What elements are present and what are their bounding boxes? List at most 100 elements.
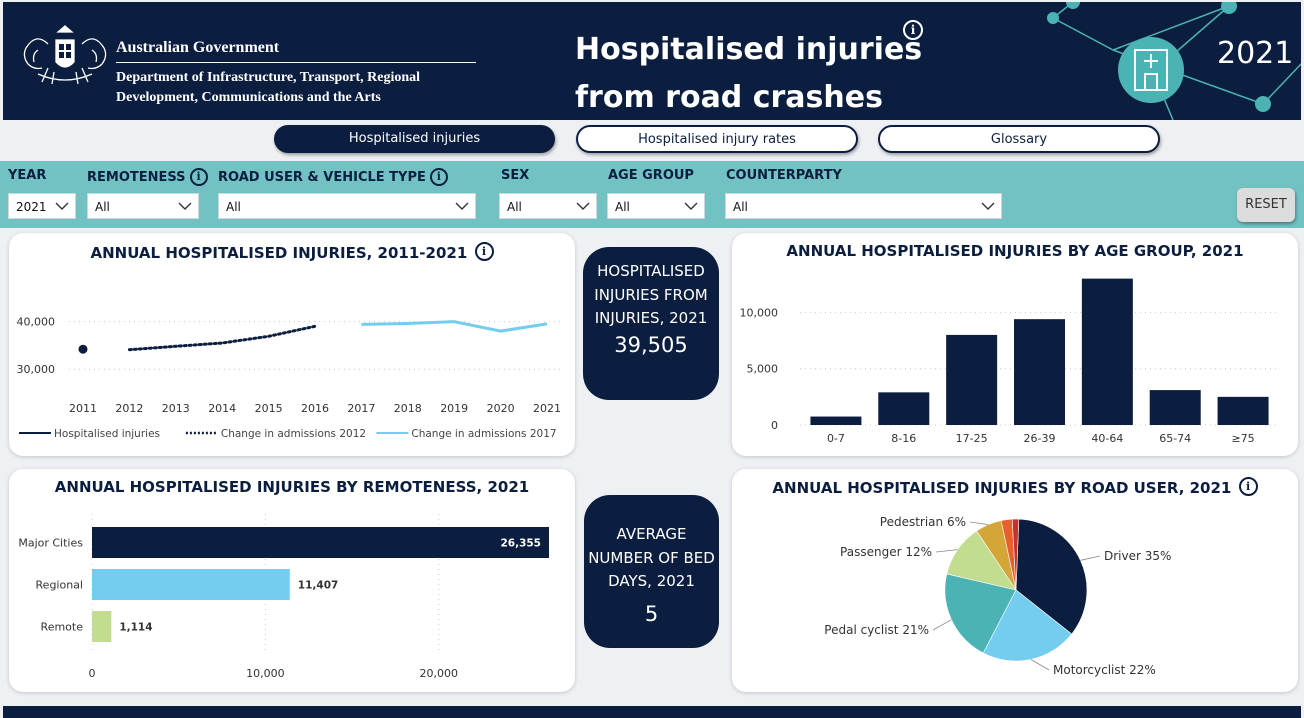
- pie-slice-driver: [1015, 518, 1088, 635]
- age-group-bar-chart-card: ANNUAL HOSPITALISED INJURIES BY AGE GROU…: [732, 233, 1298, 456]
- info-icon[interactable]: i: [429, 168, 448, 186]
- y-tick-label: 10,000: [740, 306, 779, 319]
- header-divider: [116, 62, 476, 63]
- age-group-select-value: All: [615, 200, 630, 214]
- chevron-down-icon: [55, 202, 69, 210]
- road-user-filter-label: ROAD USER & VEHICLE TYPE i: [218, 168, 448, 186]
- bar-major-cities: [92, 527, 549, 558]
- leader-line: [932, 619, 952, 631]
- year-select-value: 2021: [16, 200, 47, 214]
- x-tick-label: 20,000: [420, 667, 459, 680]
- leader-line: [935, 549, 958, 553]
- y-category-label: Regional: [36, 579, 83, 592]
- chevron-down-icon: [455, 202, 469, 210]
- kpi-average-bed-days: AVERAGE NUMBER OF BED DAYS, 2021 5: [584, 495, 719, 648]
- x-tick-label: 2019: [440, 402, 468, 415]
- slice-label: Pedestrian 6%: [880, 515, 966, 529]
- y-tick-label: 40,000: [17, 316, 56, 329]
- x-tick-label: 17-25: [956, 432, 988, 445]
- tab-hospitalised-injuries[interactable]: Hospitalised injuries: [274, 125, 555, 153]
- line-chart-title-row: ANNUAL HOSPITALISED INJURIES, 2011-2021 …: [9, 242, 575, 262]
- x-tick-label: 2017: [347, 402, 375, 415]
- x-tick-label: 2011: [69, 402, 97, 415]
- bar-0-7: [810, 416, 862, 425]
- sex-select[interactable]: All: [499, 193, 597, 219]
- pie-slice-motorcyclist: [982, 589, 1073, 662]
- kpi-bed-days-value: 5: [644, 601, 659, 626]
- remoteness-filter-label-text: REMOTENESS: [87, 170, 186, 185]
- tab-glossary[interactable]: Glossary: [878, 125, 1160, 153]
- government-name: Australian Government: [116, 39, 280, 56]
- leader-line: [1030, 659, 1050, 671]
- series-line: [361, 320, 548, 333]
- bar-40-64: [1081, 278, 1133, 425]
- x-tick-label: 40-64: [1091, 432, 1123, 445]
- remoteness-select[interactable]: All: [87, 193, 199, 219]
- bar-remote: [92, 611, 112, 642]
- slice-label: Driver 35%: [1104, 549, 1171, 563]
- slice-label: Motorcyclist 22%: [1053, 663, 1156, 677]
- header-banner: Australian Government Department of Infr…: [3, 2, 1301, 120]
- chevron-down-icon: [981, 202, 995, 210]
- counterparty-filter-label: COUNTERPARTY: [726, 168, 842, 183]
- sex-select-value: All: [507, 200, 522, 214]
- filter-bar: YEAR 2021 REMOTENESS i All ROAD USER & VE…: [0, 161, 1304, 228]
- kpi-bed-days-label: AVERAGE NUMBER OF BED DAYS, 2021: [588, 525, 715, 590]
- kpi-injuries-value: 39,505: [614, 332, 688, 357]
- age-group-bar-chart: 0 5,000 10,000 0-7 8-16 17-25 26-39 40-64 65-74 ≥…: [740, 278, 1280, 445]
- series-point-hospitalised-injuries: [78, 344, 88, 354]
- leader-line: [969, 521, 989, 525]
- reset-button[interactable]: RESET: [1237, 188, 1295, 222]
- x-tick-label: ≥75: [1231, 432, 1254, 445]
- network-hospital-graphic: [1047, 2, 1301, 120]
- remoteness-filter-label: REMOTENESS i: [87, 168, 208, 186]
- info-icon[interactable]: i: [1238, 477, 1258, 496]
- series-line: [127, 324, 317, 352]
- y-tick-label: 0: [771, 419, 778, 432]
- sex-filter-label: SEX: [501, 168, 530, 183]
- kpi-injuries-label: HOSPITALISED INJURIES FROM INJURIES, 202…: [594, 262, 708, 327]
- counterparty-select-value: All: [733, 200, 748, 214]
- tab-hospitalised-injury-rates[interactable]: Hospitalised injury rates: [576, 125, 858, 153]
- info-icon[interactable]: i: [474, 242, 494, 261]
- line-chart-title: ANNUAL HOSPITALISED INJURIES, 2011-2021: [90, 244, 468, 262]
- age-group-filter-label: AGE GROUP: [608, 168, 694, 183]
- year-select[interactable]: 2021: [8, 193, 76, 219]
- x-tick-label: 2016: [301, 402, 329, 415]
- bar-≥75: [1217, 396, 1269, 425]
- bar-8-16: [878, 392, 930, 425]
- y-tick-label: 30,000: [17, 363, 56, 376]
- age-chart-title: ANNUAL HOSPITALISED INJURIES BY AGE GROU…: [786, 242, 1244, 260]
- year-filter-label: YEAR: [8, 168, 47, 183]
- x-tick-label: 2021: [533, 402, 561, 415]
- x-tick-label: 0-7: [827, 432, 845, 445]
- x-tick-label: 0: [89, 667, 96, 680]
- y-category-label: Major Cities: [18, 537, 83, 550]
- x-tick-label: 2012: [115, 402, 143, 415]
- legend-label: Change in admissions 2012: [221, 428, 366, 440]
- legend-label: Hospitalised injuries: [54, 428, 160, 440]
- chevron-down-icon: [576, 202, 590, 210]
- road-user-filter-label-text: ROAD USER & VEHICLE TYPE: [218, 170, 426, 185]
- bar-regional: [92, 569, 290, 600]
- info-icon[interactable]: i: [189, 168, 208, 186]
- road-user-select[interactable]: All: [218, 193, 476, 219]
- counterparty-select[interactable]: All: [725, 193, 1002, 219]
- x-tick-label: 10,000: [246, 667, 285, 680]
- x-tick-label: 8-16: [891, 432, 916, 445]
- page-title: Hospitalised injuries from road crashes: [575, 32, 923, 115]
- chevron-down-icon: [684, 202, 698, 210]
- pie-chart-title: ANNUAL HOSPITALISED INJURIES BY ROAD USE…: [772, 479, 1232, 497]
- line-chart: 30,000 40,000 2011 2012 2013 2014 2015 2016 2017…: [17, 316, 564, 440]
- y-tick-label: 5,000: [747, 363, 779, 376]
- remoteness-bar-chart: 0 10,000 20,000 Major Cities 26,355 Regional 1…: [18, 514, 549, 680]
- department-name: Department of Infrastructure, Transport,…: [116, 70, 421, 105]
- age-group-select[interactable]: All: [607, 193, 705, 219]
- info-icon[interactable]: i: [903, 20, 923, 40]
- bar-17-25: [946, 334, 998, 425]
- pie-chart-title-row: ANNUAL HOSPITALISED INJURIES BY ROAD USE…: [732, 477, 1298, 497]
- x-tick-label: 26-39: [1024, 432, 1056, 445]
- data-label: 11,407: [298, 580, 339, 592]
- y-category-label: Remote: [41, 621, 84, 634]
- x-tick-label: 2013: [162, 402, 190, 415]
